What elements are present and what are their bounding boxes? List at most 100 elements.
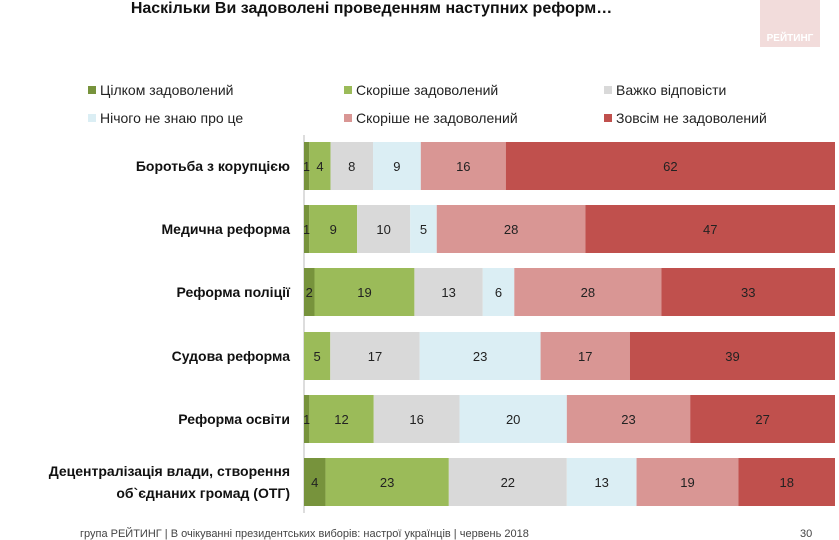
data-label: 20: [506, 412, 520, 427]
bar-segment: [482, 268, 515, 316]
data-label: 16: [456, 159, 470, 174]
data-label: 39: [725, 349, 739, 364]
bar-segment: [325, 458, 449, 506]
data-label: 62: [663, 159, 677, 174]
bar-segment: [309, 395, 374, 443]
bar-segment: [309, 142, 331, 190]
bar-segment: [373, 395, 460, 443]
bar-segment: [459, 395, 567, 443]
bar-segment: [738, 458, 835, 506]
bar-segment: [414, 268, 483, 316]
bar-segment: [357, 205, 411, 253]
bar-segment: [304, 332, 331, 380]
legend-item: Скоріше не задоволений: [344, 110, 518, 126]
data-label: 2: [306, 285, 313, 300]
data-label: 5: [420, 222, 427, 237]
data-label: 13: [594, 475, 608, 490]
legend-label: Зовсім не задоволений: [616, 110, 767, 126]
bar-segment: [314, 268, 415, 316]
bar-segment: [540, 332, 630, 380]
bar-segment: [566, 458, 637, 506]
legend-item: Нічого не знаю про це: [88, 110, 243, 126]
data-label: 18: [779, 475, 793, 490]
data-label: 28: [504, 222, 518, 237]
data-label: 17: [578, 349, 592, 364]
bar-segment: [373, 142, 421, 190]
legend-label: Важко відповісти: [616, 82, 727, 98]
bar-segment: [629, 332, 835, 380]
legend-swatch: [88, 86, 96, 94]
data-label: 23: [380, 475, 394, 490]
logo: РЕЙТИНГ: [760, 0, 820, 47]
bar-segment: [304, 142, 310, 190]
data-label: 16: [409, 412, 423, 427]
legend-item: Скоріше задоволений: [344, 82, 498, 98]
legend-label: Нічого не знаю про це: [100, 110, 244, 126]
legend-swatch: [344, 86, 352, 94]
category-label: Боротьба з корупцією: [136, 158, 290, 174]
chart-title: Наскільки Ви задоволені проведенням наст…: [130, 0, 613, 17]
data-label: 9: [393, 159, 400, 174]
bar-segment: [448, 458, 567, 506]
legend-swatch: [604, 86, 612, 94]
category-label: Судова реформа: [172, 348, 291, 364]
legend-label: Скоріше не задоволений: [356, 110, 518, 126]
bar-segment: [585, 205, 835, 253]
category-label: Децентралізація влади, створення: [49, 463, 290, 479]
data-label: 17: [368, 349, 382, 364]
bar-segment: [330, 142, 374, 190]
bar-segment: [420, 142, 506, 190]
data-label: 9: [330, 222, 337, 237]
data-label: 8: [348, 159, 355, 174]
data-label: 27: [755, 412, 769, 427]
data-label: 33: [741, 285, 755, 300]
bar-segment: [410, 205, 437, 253]
bar-segment: [309, 205, 358, 253]
data-label: 6: [495, 285, 502, 300]
data-label: 19: [357, 285, 371, 300]
page-number: 30: [800, 528, 813, 540]
bar-segment: [330, 332, 420, 380]
bar-segment: [304, 395, 310, 443]
data-label: 28: [581, 285, 595, 300]
bar-segment: [505, 142, 835, 190]
legend-item: Цілком задоволений: [88, 82, 233, 98]
bar-segment: [419, 332, 541, 380]
data-label: 1: [303, 159, 310, 174]
legend-item: Важко відповісти: [604, 82, 726, 98]
legend-swatch: [344, 114, 352, 122]
bar-segment: [661, 268, 835, 316]
data-label: 23: [473, 349, 487, 364]
bar-segment: [436, 205, 586, 253]
category-label: Реформа освіти: [178, 411, 290, 427]
bar-segment: [636, 458, 739, 506]
data-label: 4: [316, 159, 323, 174]
data-label: 19: [680, 475, 694, 490]
data-label: 4: [311, 475, 318, 490]
data-label: 12: [334, 412, 348, 427]
data-label: 23: [621, 412, 635, 427]
category-label: об`єднаних громад (ОТГ): [116, 485, 290, 501]
bar-segment: [304, 458, 326, 506]
data-label: 1: [303, 412, 310, 427]
data-label: 10: [376, 222, 390, 237]
category-label: Медична реформа: [162, 221, 291, 237]
legend-swatch: [88, 114, 96, 122]
data-label: 5: [314, 349, 321, 364]
footer: група РЕЙТИНГ | В очікуванні президентсь…: [80, 528, 529, 540]
data-label: 1: [303, 222, 310, 237]
legend-label: Цілком задоволений: [100, 82, 234, 98]
data-label: 13: [441, 285, 455, 300]
bar-segment: [566, 395, 691, 443]
legend-item: Зовсім не задоволений: [604, 110, 767, 126]
bar-segment: [514, 268, 662, 316]
legend-swatch: [604, 114, 612, 122]
bar-segment: [304, 268, 315, 316]
category-label: Реформа поліції: [177, 284, 292, 300]
bar-segment: [304, 205, 310, 253]
data-label: 22: [501, 475, 515, 490]
data-label: 47: [703, 222, 717, 237]
legend-label: Скоріше задоволений: [356, 82, 499, 98]
bar-segment: [690, 395, 835, 443]
